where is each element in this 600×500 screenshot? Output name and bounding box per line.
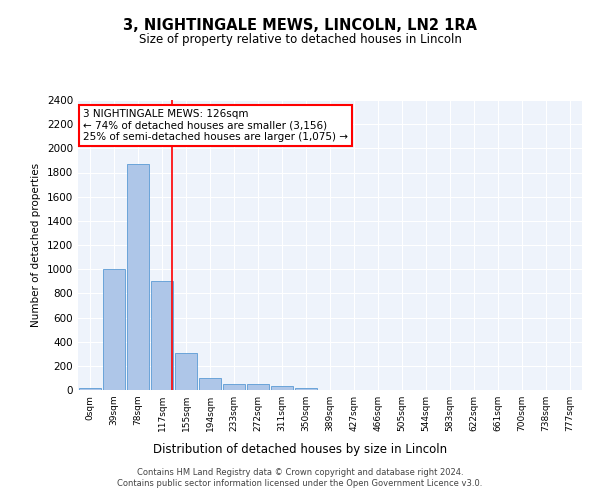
Bar bbox=[199, 378, 221, 390]
Bar bbox=[223, 384, 245, 390]
Text: 3 NIGHTINGALE MEWS: 126sqm
← 74% of detached houses are smaller (3,156)
25% of s: 3 NIGHTINGALE MEWS: 126sqm ← 74% of deta… bbox=[83, 108, 348, 142]
Bar bbox=[175, 353, 197, 390]
Y-axis label: Number of detached properties: Number of detached properties bbox=[31, 163, 41, 327]
Text: Contains HM Land Registry data © Crown copyright and database right 2024.
Contai: Contains HM Land Registry data © Crown c… bbox=[118, 468, 482, 487]
Bar bbox=[151, 280, 173, 390]
Text: 3, NIGHTINGALE MEWS, LINCOLN, LN2 1RA: 3, NIGHTINGALE MEWS, LINCOLN, LN2 1RA bbox=[123, 18, 477, 32]
Text: Size of property relative to detached houses in Lincoln: Size of property relative to detached ho… bbox=[139, 32, 461, 46]
Bar bbox=[79, 388, 101, 390]
Bar bbox=[103, 268, 125, 390]
Text: Distribution of detached houses by size in Lincoln: Distribution of detached houses by size … bbox=[153, 442, 447, 456]
Bar bbox=[271, 386, 293, 390]
Bar bbox=[127, 164, 149, 390]
Bar bbox=[295, 388, 317, 390]
Bar bbox=[247, 384, 269, 390]
